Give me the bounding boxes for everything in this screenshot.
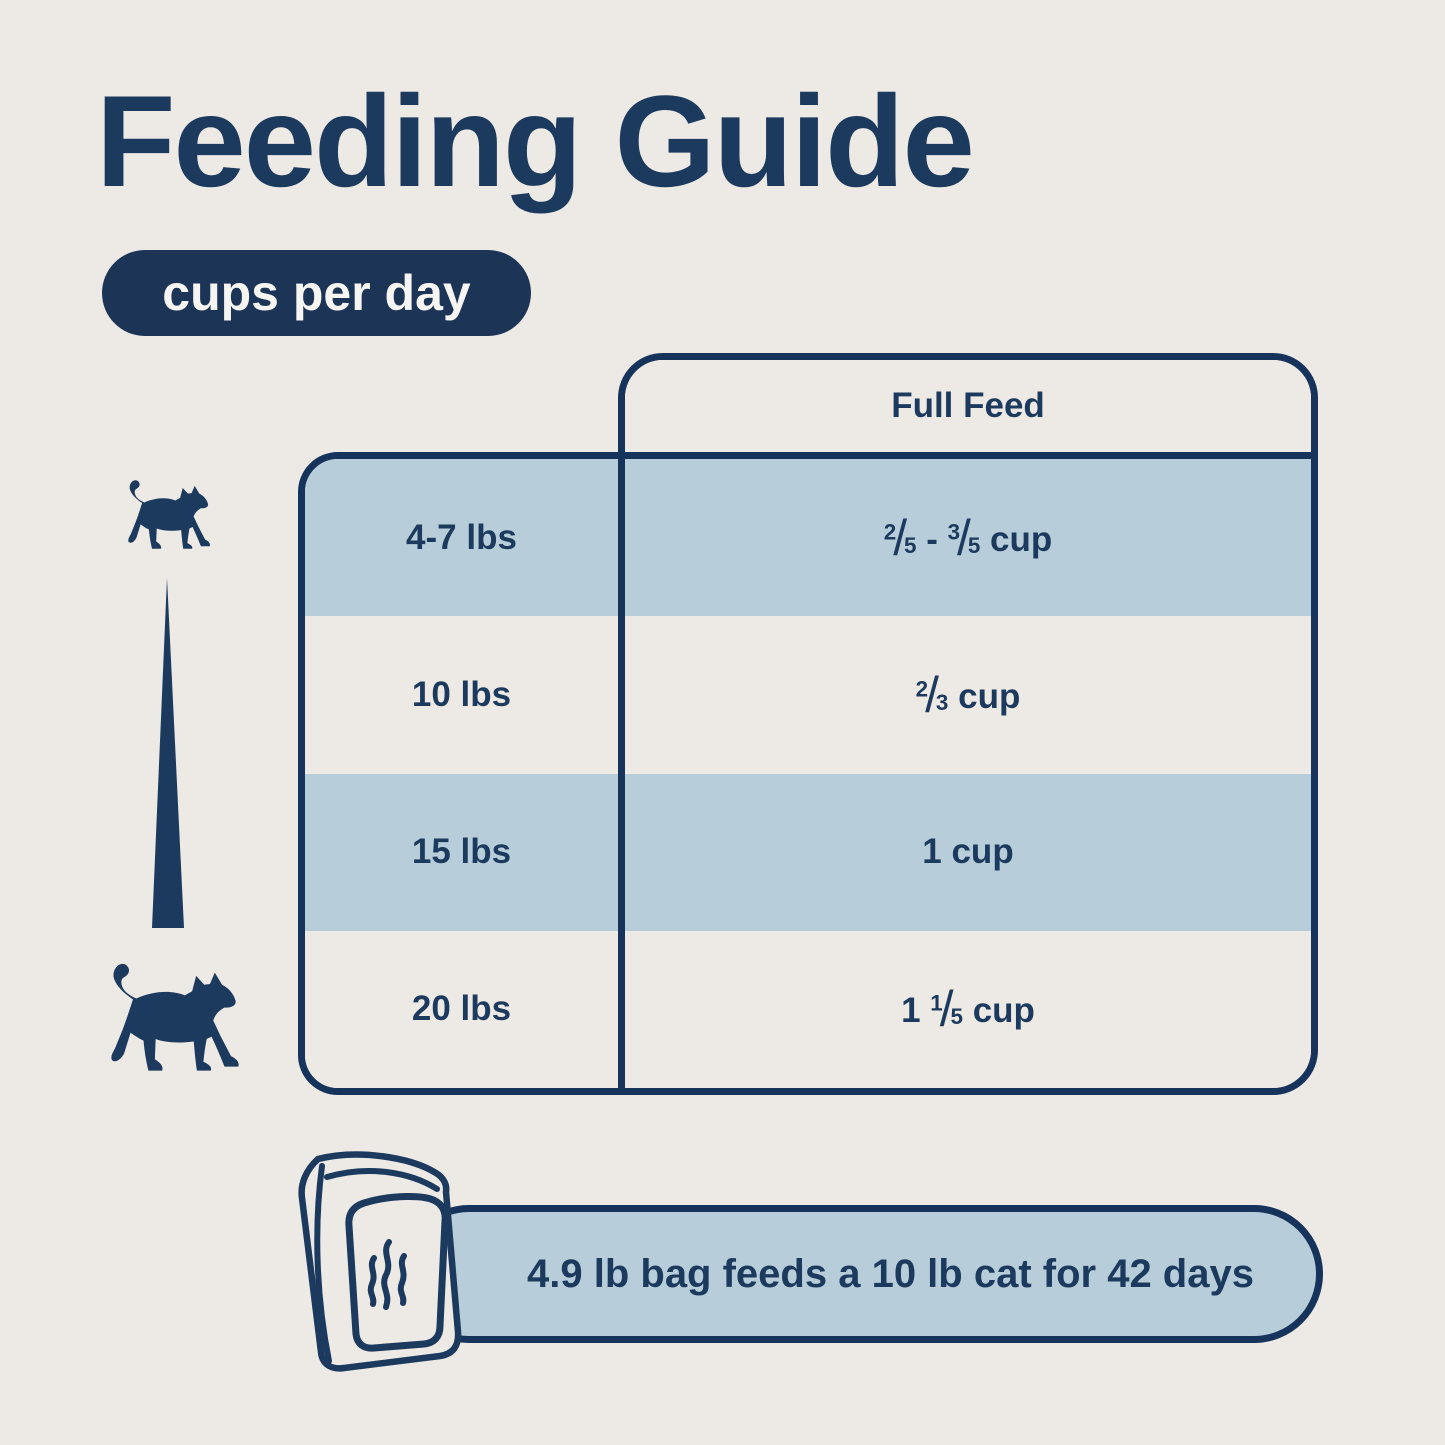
weight-column: 4-7 lbs 10 lbs 15 lbs 20 lbs: [298, 452, 625, 1095]
amount-cell: 1 1/5 cup: [625, 930, 1311, 1088]
weight-cell: 20 lbs: [305, 930, 618, 1088]
weight-cell: 4-7 lbs: [305, 459, 618, 617]
small-cat-icon: [128, 480, 210, 549]
badge-label: cups per day: [162, 265, 471, 321]
amount-label: 2/3 cup: [915, 666, 1021, 723]
bag-panel: [345, 1192, 449, 1352]
amount-cell: 2/5 - 3/5 cup: [625, 459, 1311, 617]
full-feed-header-label: Full Feed: [891, 386, 1045, 425]
amount-rows: 2/5 - 3/5 cup 2/3 cup 1 cup 1 1/5 cup: [625, 459, 1311, 1088]
size-gradient-wedge-icon: [152, 578, 184, 928]
bag-fold-line: [324, 1168, 440, 1192]
steam-icon: [367, 1239, 407, 1310]
bag-note-text: 4.9 lb bag feeds a 10 lb cat for 42 days: [527, 1251, 1254, 1296]
weight-rows: 4-7 lbs 10 lbs 15 lbs 20 lbs: [305, 459, 618, 1088]
amount-label: 1 cup: [922, 832, 1014, 872]
amount-label: 1 1/5 cup: [901, 981, 1035, 1038]
large-cat-icon: [111, 963, 239, 1071]
amount-cell: 1 cup: [625, 773, 1311, 931]
amount-cell: 2/3 cup: [625, 616, 1311, 774]
weight-cell: 15 lbs: [305, 773, 618, 931]
food-bag-icon: [298, 1151, 462, 1372]
amount-label: 2/5 - 3/5 cup: [883, 509, 1053, 566]
weight-label: 20 lbs: [411, 989, 512, 1029]
weight-cell: 10 lbs: [305, 616, 618, 774]
bag-gusset-line: [314, 1163, 332, 1364]
bag-note-banner: 4.9 lb bag feeds a 10 lb cat for 42 days: [400, 1205, 1323, 1343]
full-feed-header: Full Feed: [625, 360, 1311, 459]
weight-label: 4-7 lbs: [406, 517, 517, 557]
page-title: Feeding Guide: [96, 68, 975, 214]
cups-per-day-badge: cups per day: [102, 250, 531, 336]
weight-label: 15 lbs: [411, 832, 512, 872]
weight-label: 10 lbs: [411, 674, 512, 714]
full-feed-column: Full Feed 2/5 - 3/5 cup 2/3 cup 1 cup 1 1/5…: [618, 353, 1318, 1095]
